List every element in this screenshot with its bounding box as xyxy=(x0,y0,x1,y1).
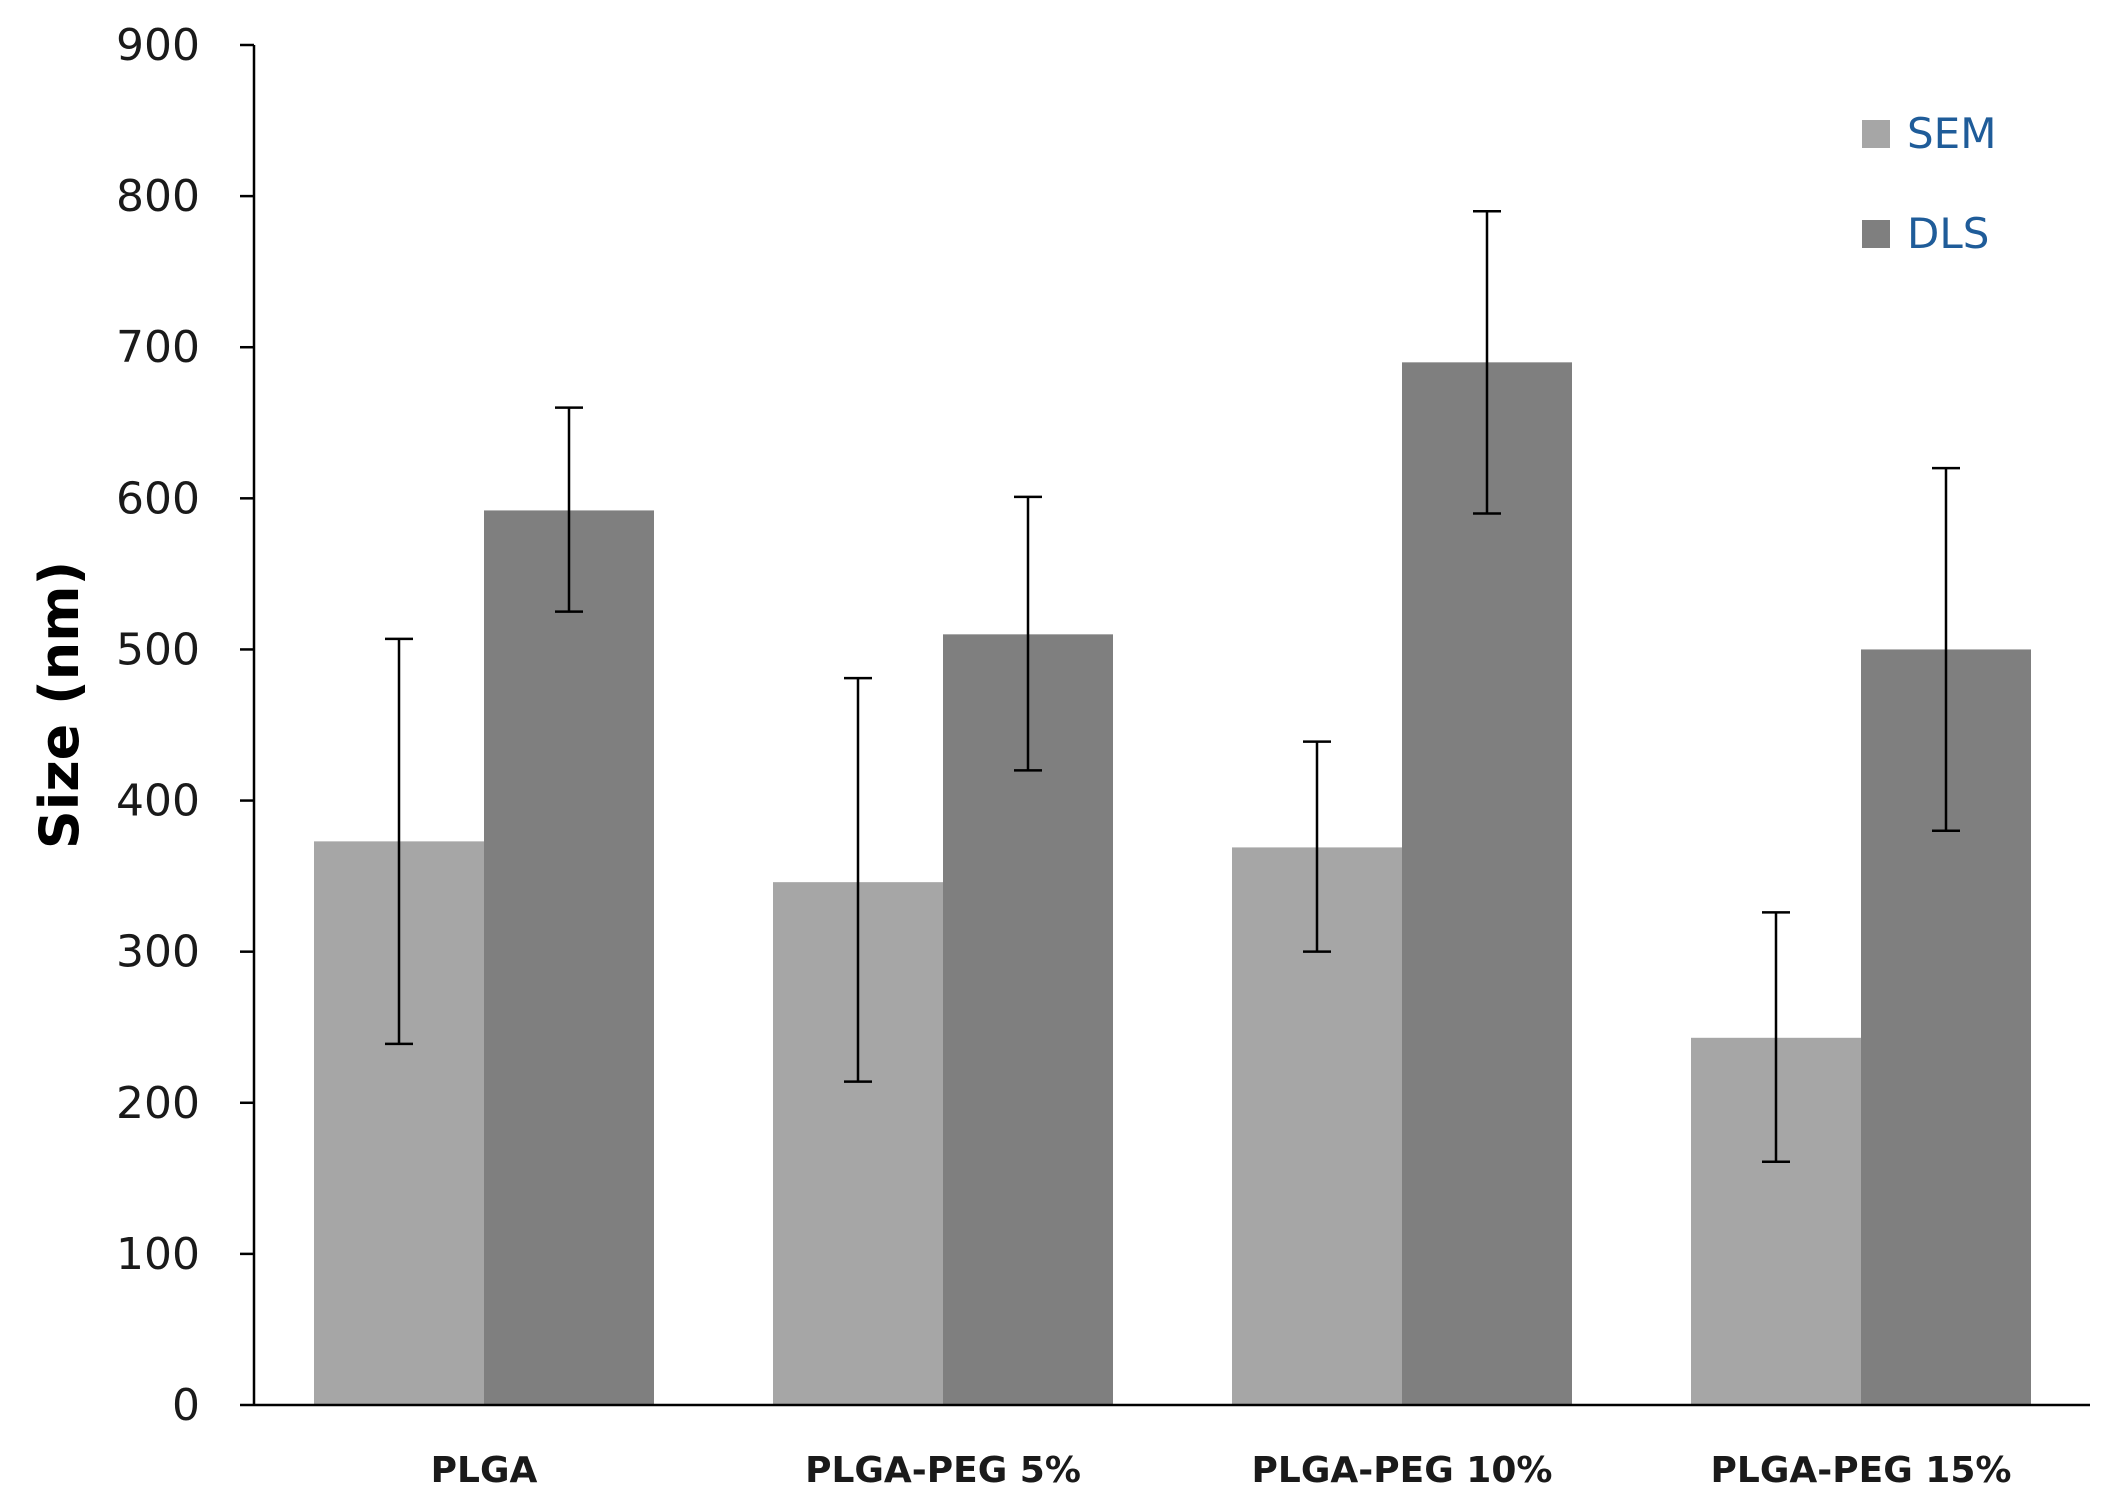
labels-layer: PLGA PLGA-PEG 5% PLGA-PEG 10% PLGA-PEG 15% 0… xyxy=(116,20,2011,1491)
y-tick-label: 600 xyxy=(116,473,200,524)
y-tick-label: 100 xyxy=(116,1229,200,1280)
x-tick-label: PLGA xyxy=(431,1450,538,1491)
bars-layer xyxy=(314,362,2031,1405)
y-tick-label: 500 xyxy=(116,624,200,675)
legend-swatch-dls xyxy=(1862,220,1890,248)
error-bars-layer xyxy=(385,209,1960,1163)
y-axis-title: Size (nm) xyxy=(28,561,91,849)
legend-label-sem: SEM xyxy=(1907,109,1996,158)
y-tick-label: 900 xyxy=(116,20,200,71)
legend-label-dls: DLS xyxy=(1907,209,1989,258)
y-tick-label: 800 xyxy=(116,171,200,222)
y-tick-label: 300 xyxy=(116,927,200,978)
y-tick-label: 200 xyxy=(116,1078,200,1129)
legend: SEM DLS xyxy=(1862,109,1996,258)
x-tick-label: PLGA-PEG 15% xyxy=(1711,1450,2012,1491)
legend-swatch-sem xyxy=(1862,120,1890,148)
x-tick-label: PLGA-PEG 10% xyxy=(1252,1450,1553,1491)
axes-layer xyxy=(240,43,2090,1407)
y-tick-label: 400 xyxy=(116,776,200,827)
bar-dls-0 xyxy=(484,510,654,1405)
y-tick-label: 700 xyxy=(116,322,200,373)
y-tick-label: 0 xyxy=(172,1380,200,1431)
x-tick-label: PLGA-PEG 5% xyxy=(805,1450,1081,1491)
bar-dls-2 xyxy=(1402,362,1572,1405)
